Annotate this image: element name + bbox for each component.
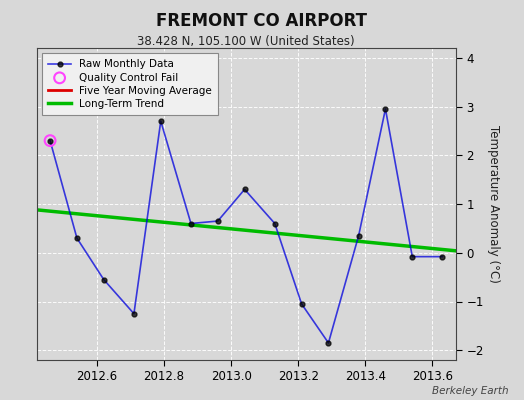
Title: 38.428 N, 105.100 W (United States): 38.428 N, 105.100 W (United States) bbox=[137, 35, 355, 48]
Raw Monthly Data bbox=[47, 138, 53, 143]
Raw Monthly Data bbox=[158, 119, 164, 124]
Raw Monthly Data bbox=[131, 311, 137, 316]
Y-axis label: Temperature Anomaly (°C): Temperature Anomaly (°C) bbox=[487, 125, 500, 283]
Text: FREMONT CO AIRPORT: FREMONT CO AIRPORT bbox=[157, 12, 367, 30]
Raw Monthly Data bbox=[383, 106, 389, 111]
Legend: Raw Monthly Data, Quality Control Fail, Five Year Moving Average, Long-Term Tren: Raw Monthly Data, Quality Control Fail, … bbox=[42, 53, 219, 115]
Raw Monthly Data bbox=[409, 254, 416, 259]
Text: Berkeley Earth: Berkeley Earth bbox=[432, 386, 508, 396]
Raw Monthly Data bbox=[101, 277, 107, 282]
Raw Monthly Data bbox=[188, 221, 194, 226]
Raw Monthly Data bbox=[325, 340, 332, 345]
Raw Monthly Data bbox=[355, 233, 362, 238]
Raw Monthly Data bbox=[242, 187, 248, 192]
Raw Monthly Data bbox=[74, 236, 80, 240]
Raw Monthly Data bbox=[271, 221, 278, 226]
Raw Monthly Data bbox=[439, 254, 445, 259]
Raw Monthly Data bbox=[215, 219, 221, 224]
Line: Raw Monthly Data: Raw Monthly Data bbox=[48, 106, 445, 345]
Raw Monthly Data bbox=[299, 302, 305, 306]
Quality Control Fail bbox=[46, 138, 54, 144]
